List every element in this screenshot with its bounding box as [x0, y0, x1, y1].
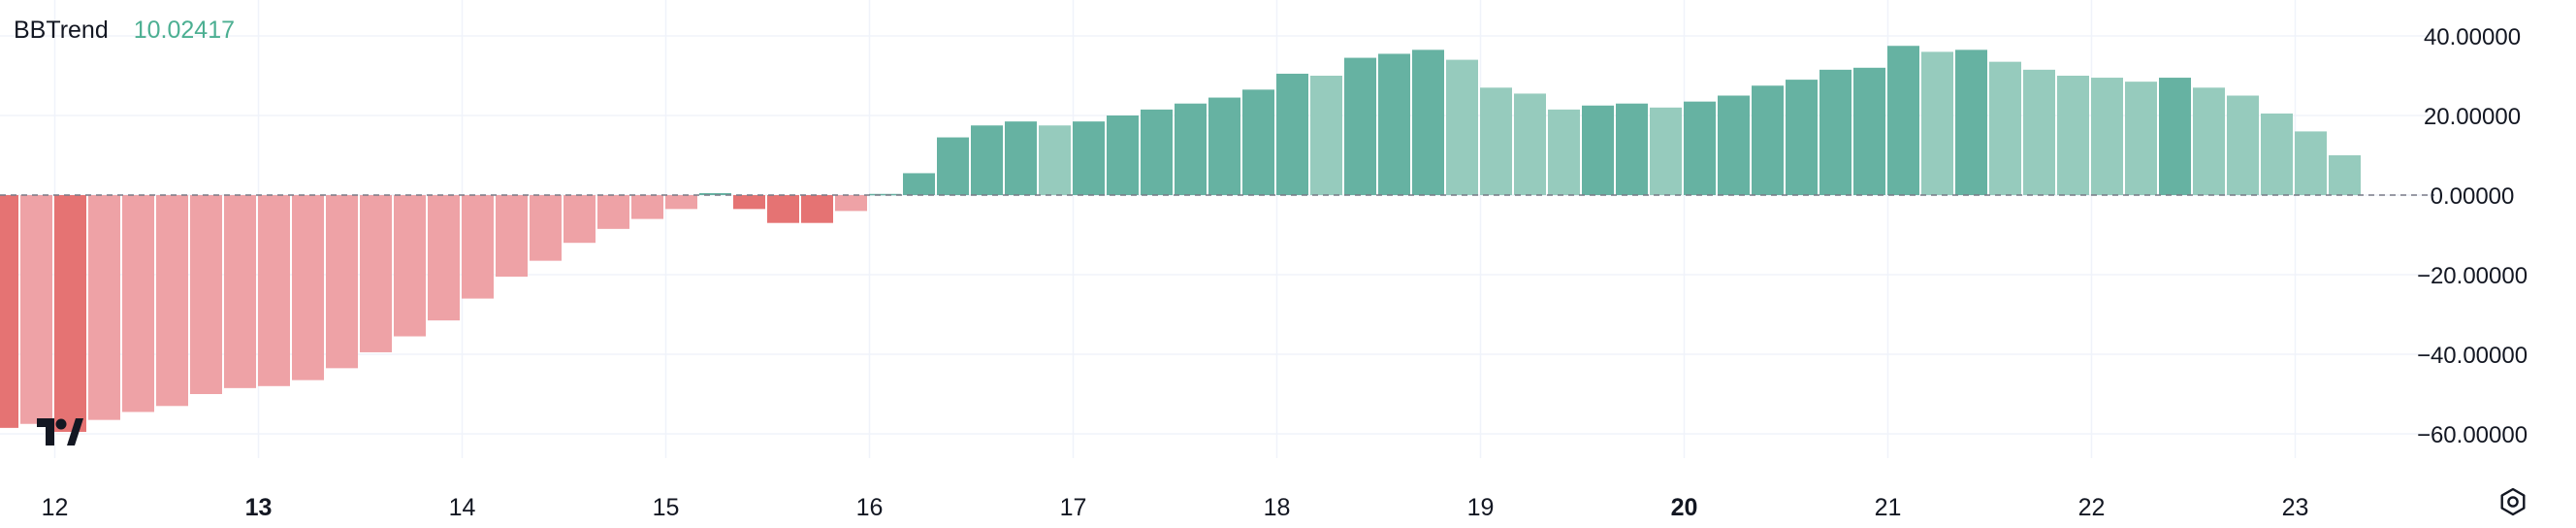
histogram-bar: [1514, 93, 1546, 195]
x-tick-label: 17: [1060, 494, 1087, 521]
histogram-bar: [1921, 51, 1953, 196]
histogram-bar: [1175, 103, 1207, 195]
histogram-bar: [1887, 46, 1919, 195]
histogram-bar: [2125, 82, 2157, 195]
histogram-bar: [971, 125, 1003, 195]
y-tick-label: −40.00000: [2417, 343, 2528, 369]
x-tick-label: 23: [2282, 494, 2309, 521]
y-tick-label: 40.00000: [2424, 24, 2521, 50]
histogram-bars: [0, 46, 2361, 432]
histogram-bar: [88, 195, 120, 420]
x-tick-label: 22: [2078, 494, 2106, 521]
histogram-bar: [937, 137, 969, 195]
histogram-bar: [1412, 50, 1444, 195]
histogram-bar: [1616, 103, 1648, 195]
histogram-bar: [564, 195, 596, 244]
histogram-bar: [2329, 155, 2361, 195]
y-tick-label: −60.00000: [2417, 422, 2528, 448]
histogram-bar: [1242, 89, 1274, 195]
y-tick-label: 0.00000: [2431, 183, 2515, 210]
histogram-bar: [2023, 69, 2055, 195]
x-tick-label: 21: [1875, 494, 1902, 521]
histogram-bar: [1752, 85, 1784, 195]
indicator-legend[interactable]: BBTrend 10.02417: [14, 14, 235, 47]
histogram-bar: [1650, 107, 1682, 195]
x-tick-label: 20: [1671, 494, 1698, 521]
x-tick-label: 14: [449, 494, 476, 521]
x-tick-label: 12: [42, 494, 69, 521]
histogram-bar: [1276, 73, 1308, 195]
histogram-bar: [326, 195, 358, 369]
histogram-bar: [122, 195, 154, 412]
histogram-bar: [733, 195, 765, 210]
histogram-bar: [462, 195, 494, 299]
histogram-bar: [2159, 78, 2191, 195]
x-tick-label: 15: [653, 494, 680, 521]
histogram-bar: [699, 192, 731, 195]
histogram-bar: [394, 195, 426, 337]
histogram-bar: [1955, 50, 1987, 195]
x-tick-label: 19: [1467, 494, 1495, 521]
histogram-bar: [1989, 61, 2021, 196]
histogram-bar: [665, 195, 697, 210]
indicator-value: 10.02417: [133, 16, 236, 44]
histogram-bar: [1310, 76, 1342, 195]
histogram-bar: [292, 195, 324, 380]
histogram-bar: [530, 195, 562, 261]
histogram-bar: [1141, 109, 1173, 195]
histogram-bar: [1073, 121, 1105, 195]
y-axis-labels: 40.00000 20.00000 0.00000 −20.00000 −40.0000…: [2417, 24, 2528, 448]
histogram-bar: [258, 195, 290, 386]
histogram-bar: [428, 195, 460, 321]
histogram-bar: [801, 195, 833, 223]
histogram-bar: [224, 195, 256, 388]
indicator-name: BBTrend: [14, 16, 109, 44]
histogram-bar: [2091, 78, 2123, 195]
histogram-bar: [903, 173, 935, 195]
histogram-bar: [156, 195, 188, 407]
histogram-bar: [2227, 95, 2259, 195]
histogram-bar: [1684, 101, 1716, 195]
histogram-bar: [767, 195, 799, 223]
histogram-bar: [2193, 87, 2225, 195]
histogram-bar: [0, 195, 18, 428]
histogram-bar: [1005, 121, 1037, 195]
tradingview-logo-icon[interactable]: [35, 415, 83, 448]
histogram-bar: [1480, 87, 1512, 195]
histogram-bar: [54, 195, 86, 432]
histogram-bar: [869, 193, 901, 196]
histogram-bar: [1378, 53, 1410, 196]
histogram-bar: [20, 195, 52, 424]
histogram-bar: [631, 195, 663, 219]
histogram-bar: [1853, 67, 1885, 195]
y-tick-label: 20.00000: [2424, 104, 2521, 130]
histogram-bar: [360, 195, 392, 352]
gear-icon[interactable]: [2496, 485, 2529, 518]
histogram-bar: [190, 195, 222, 394]
histogram-bar: [835, 195, 867, 212]
histogram-bar: [1107, 116, 1139, 195]
x-axis-labels: 12 13 14 15 16 17 18 19 20 21 22 23: [42, 494, 2309, 521]
histogram-bar: [1786, 80, 1818, 195]
histogram-bar: [597, 195, 629, 229]
histogram-bar: [2057, 76, 2089, 195]
histogram-bar: [2295, 131, 2327, 195]
histogram-bar: [496, 195, 528, 278]
histogram-bar: [1718, 95, 1750, 195]
histogram-bar: [1582, 105, 1614, 195]
histogram-bar: [1039, 125, 1071, 195]
x-tick-label: 18: [1264, 494, 1291, 521]
histogram-bar: [1208, 97, 1240, 195]
histogram-bar: [1446, 59, 1478, 195]
histogram-bar: [1548, 109, 1580, 195]
histogram-bar: [1344, 57, 1376, 195]
histogram-bar: [2261, 113, 2293, 195]
x-tick-label: 16: [856, 494, 884, 521]
histogram-bar: [1819, 69, 1852, 195]
x-tick-label: 13: [245, 494, 273, 521]
y-tick-label: −20.00000: [2417, 263, 2528, 289]
